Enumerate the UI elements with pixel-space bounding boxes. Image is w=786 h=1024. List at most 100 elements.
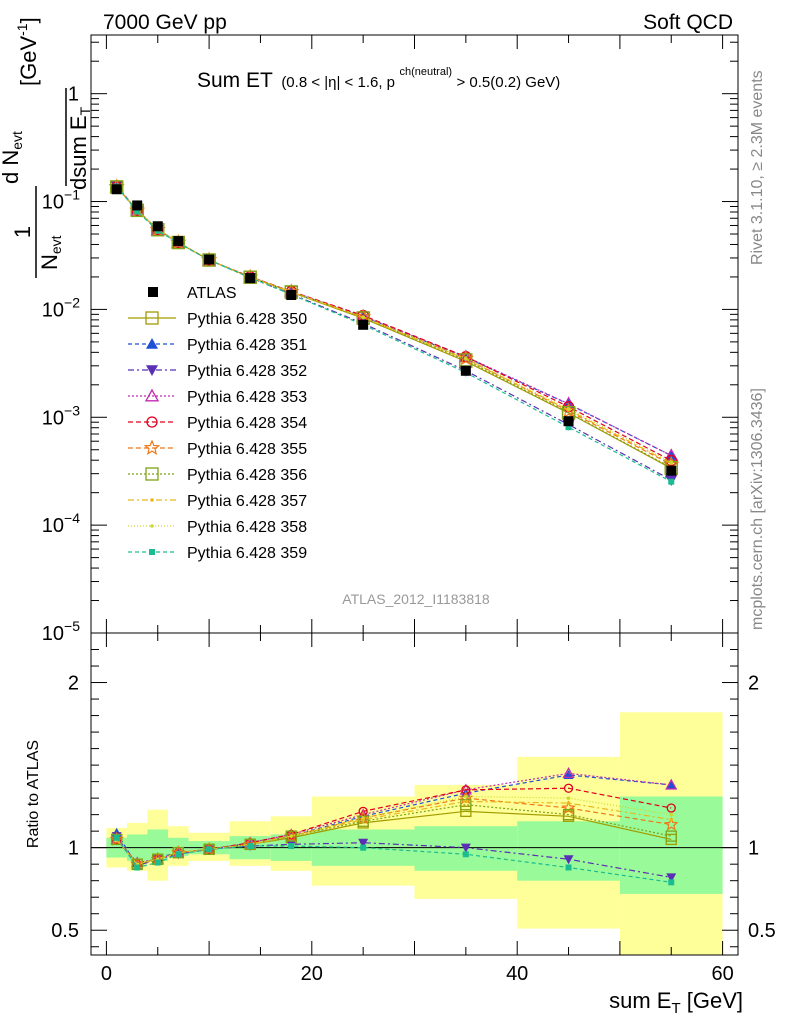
legend-label: ATLAS: [187, 285, 237, 302]
series-ratio-point: [668, 879, 675, 886]
atlas-data-point: [666, 465, 677, 476]
legend-entry: Pythia 6.428 359: [128, 545, 307, 562]
series-ratio-line: [116, 804, 672, 865]
ratio-tick-label-left: 0.5: [51, 920, 79, 942]
atlas-data-point: [358, 319, 369, 330]
ratio-axis-ticks: 0 20 40 60 0.5 0.5 1 1 2 2: [51, 633, 776, 985]
series-ratio-point: [460, 805, 472, 817]
legend-marker: [150, 524, 154, 528]
legend-entry: Pythia 6.428 351: [128, 337, 307, 354]
series-ratio-point: [562, 808, 575, 821]
series-ratio-line: [116, 835, 672, 878]
legend-label: Pythia 6.428 350: [187, 311, 307, 328]
series-ratio-point: [464, 794, 468, 799]
series-point: [566, 407, 571, 411]
series-point: [565, 424, 572, 431]
series-ratio-point: [285, 830, 297, 842]
ylabel-unit-sup: -1: [14, 23, 30, 36]
series-line: [116, 185, 672, 481]
ratio-panel: 0 20 40 60 0.5 0.5 1 1 2 2: [51, 632, 776, 985]
legend-marker: [146, 338, 158, 349]
legend-entry: Pythia 6.428 350: [128, 311, 307, 328]
analysis-label: ATLAS_2012_I1183818: [342, 591, 490, 607]
band-inner: [147, 829, 169, 861]
series-line: [116, 186, 672, 483]
legend-entry: Pythia 6.428 353: [128, 388, 307, 406]
series-ratio-point: [562, 767, 575, 779]
series-point: [361, 315, 365, 319]
series-ratio-point: [666, 803, 676, 813]
legend-label: Pythia 6.428 353: [187, 389, 307, 406]
series-10-main: [113, 183, 675, 485]
series-ratio-point: [358, 838, 369, 848]
legend-entry: Pythia 6.428 354: [128, 415, 307, 432]
main-series-layer: [108, 178, 680, 486]
series-ratio-point: [206, 846, 213, 853]
series-ratio-point: [665, 778, 678, 790]
series-ratio-point: [566, 796, 571, 800]
legend-label: Pythia 6.428 352: [187, 363, 307, 380]
legend-marker: [144, 388, 160, 402]
series-ratio-point: [666, 779, 677, 789]
x-tick-label: 20: [301, 963, 323, 985]
main-panel-frame: [90, 34, 739, 634]
legend-marker: [145, 467, 159, 481]
legend-marker: [143, 439, 161, 455]
series-point: [560, 402, 577, 419]
atlas-data-point: [286, 290, 297, 301]
legend-marker: [150, 498, 154, 502]
series-point: [669, 460, 674, 464]
series-point: [134, 208, 141, 215]
series-point: [457, 349, 475, 366]
ratio-series-layer: [109, 767, 679, 886]
legend-entry: Pythia 6.428 357: [128, 493, 307, 510]
legend-label: Pythia 6.428 358: [187, 519, 307, 536]
series-ratio-point: [464, 799, 468, 804]
series-ratio-point: [565, 864, 572, 871]
ylabel-dn-text: d N: [0, 150, 23, 184]
atlas-data-layer: [111, 184, 677, 476]
legend-label: Pythia 6.428 355: [187, 441, 307, 458]
series-ratio-line: [116, 837, 672, 883]
ratio-tick-label-left: 2: [68, 673, 79, 695]
ylabel-den-text: N: [37, 254, 62, 270]
series-ratio-point: [561, 800, 576, 815]
y-tick-label: 10−4: [42, 510, 80, 537]
series-ratio-point: [665, 830, 677, 842]
x-tick-label: 40: [506, 963, 528, 985]
series-point: [243, 270, 257, 284]
legend-entry: Pythia 6.428 355: [128, 439, 307, 458]
chart-title-main: Sum ET: [197, 69, 273, 92]
main-panel: 1 10−1 10−2 10−3 10−4 10−5: [42, 34, 739, 645]
legend-entry: Pythia 6.428 358: [128, 519, 307, 536]
ylabel-num: 1: [10, 226, 35, 238]
x-axis-label-main: sum E: [609, 988, 671, 1013]
atlas-data-point: [460, 365, 471, 376]
atlas-data-point: [204, 254, 215, 265]
side-label-rivet: Rivet 3.1.10, ≥ 2.3M events: [749, 70, 766, 265]
series-ratio-point: [666, 873, 677, 883]
ylabel-den: Nevt: [37, 235, 64, 270]
ylabel-dsum-text: dsum E: [66, 115, 91, 190]
x-axis-label-sub: T: [671, 1000, 680, 1017]
x-tick-label: 60: [711, 963, 733, 985]
x-axis-label-unit: [GeV]: [681, 988, 743, 1013]
legend-label: Pythia 6.428 359: [187, 545, 307, 562]
ylabel-dn-sub: evt: [9, 131, 25, 150]
ratio-tick-label-right: 1: [748, 838, 759, 860]
series-point: [668, 478, 675, 485]
legend-entry: Pythia 6.428 352: [128, 363, 307, 380]
series-ratio-point: [461, 785, 471, 795]
main-axis-ticks: 1 10−1 10−2 10−3 10−4 10−5: [42, 35, 738, 645]
legend-entry: Pythia 6.428 356: [128, 467, 307, 484]
series-ratio-point: [154, 859, 161, 866]
header-right: Soft QCD: [643, 11, 733, 34]
series-ratio-point: [566, 801, 571, 805]
ylabel-den-sub: evt: [48, 235, 64, 254]
ratio-y-axis-label: Ratio to ATLAS: [25, 740, 42, 848]
ratio-tick-label-left: 1: [68, 838, 79, 860]
series-ratio-point: [134, 864, 141, 871]
legend: ATLAS Pythia 6.428 350 Pythia 6.428 351 Pyt…: [128, 285, 307, 562]
header-left: 7000 GeV pp: [103, 11, 227, 34]
